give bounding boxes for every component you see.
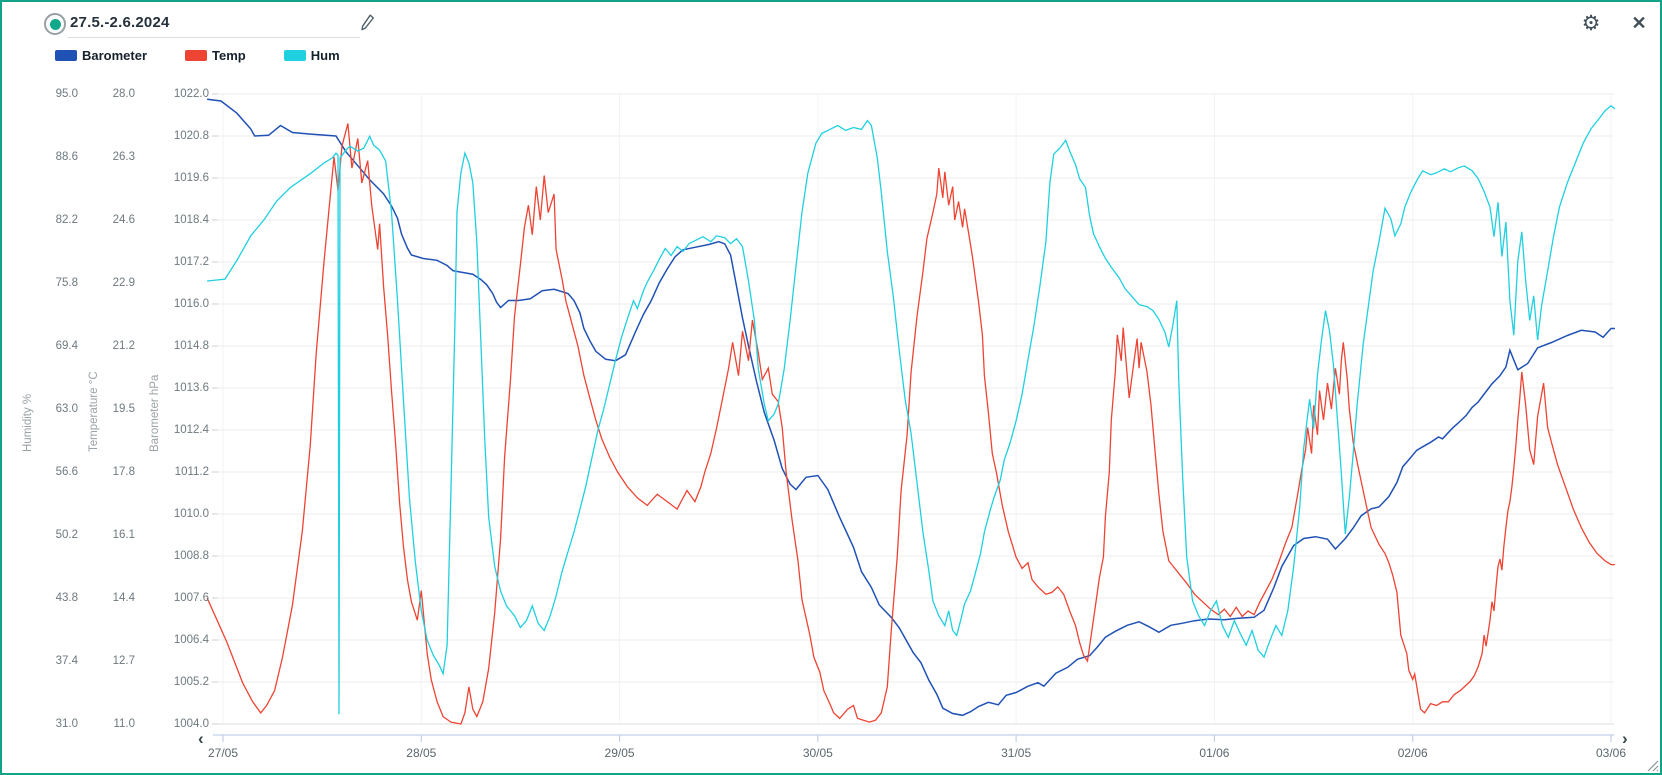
hum-tick-label: 82.2 — [55, 214, 78, 226]
scroll-left-chevron-icon[interactable]: ‹ — [198, 729, 204, 748]
baro-tick-label: 1006.4 — [173, 634, 209, 646]
baro-tick-label: 1012.4 — [173, 424, 209, 436]
baro-tick-label: 1008.8 — [173, 550, 209, 562]
x-tick-label: 28/05 — [406, 746, 437, 760]
legend-item-temp[interactable]: Temp — [185, 48, 246, 63]
legend-item-barometer[interactable]: Barometer — [55, 48, 147, 63]
temp-tick-label: 21.2 — [112, 340, 135, 352]
x-tick-label: 03/06 — [1595, 746, 1627, 760]
date-range-value: 27.5.-2.6.2024 — [70, 14, 170, 31]
legend-swatch — [283, 50, 306, 61]
temp-tick-label: 14.4 — [112, 592, 135, 604]
x-tick-label: 30/05 — [802, 746, 833, 760]
legend-item-hum[interactable]: Hum — [283, 48, 340, 63]
legend-swatch — [185, 50, 208, 61]
hum-tick-label: 95.0 — [55, 88, 78, 100]
hum-tick-label: 50.2 — [55, 529, 78, 541]
hum-tick-label: 69.4 — [55, 340, 78, 352]
temp-tick-label: 12.7 — [112, 655, 135, 667]
baro-tick-label: 1010.0 — [173, 508, 209, 520]
hum-tick-label: 56.6 — [55, 466, 78, 478]
temp-tick-label: 26.3 — [112, 151, 135, 163]
edit-icon[interactable] — [359, 13, 377, 33]
baro-tick-label: 1005.2 — [173, 676, 209, 688]
baro-tick-label: 1018.4 — [173, 214, 209, 226]
temp-tick-label: 11.0 — [113, 718, 135, 730]
active-radio-indicator[interactable] — [44, 13, 66, 35]
baro-tick-label: 1016.0 — [173, 298, 209, 310]
temp-tick-label: 28.0 — [112, 88, 135, 100]
axis-title-hum: Humidity % — [22, 393, 34, 452]
temp-tick-label: 24.6 — [112, 214, 135, 226]
close-icon[interactable]: ✕ — [1631, 12, 1647, 33]
settings-gear-icon[interactable]: ⚙ — [1581, 11, 1601, 35]
date-range-input[interactable]: 27.5.-2.6.2024 — [68, 10, 360, 38]
legend: Barometer Temp Hum — [55, 48, 340, 63]
baro-tick-label: 1011.2 — [174, 466, 209, 478]
x-tick-label: 29/05 — [604, 746, 635, 760]
hum-tick-label: 88.6 — [55, 151, 78, 163]
x-tick-label: 02/06 — [1397, 746, 1428, 760]
scroll-right-chevron-icon[interactable]: › — [1622, 729, 1628, 748]
hum-tick-label: 43.8 — [55, 592, 78, 604]
baro-tick-label: 1007.6 — [173, 592, 209, 604]
baro-tick-label: 1020.8 — [173, 130, 209, 142]
baro-tick-label: 1013.6 — [173, 382, 209, 394]
hum-tick-label: 63.0 — [55, 403, 78, 415]
baro-tick-label: 1019.6 — [173, 172, 209, 184]
series-line-temp — [206, 123, 1615, 725]
x-tick-label: 31/05 — [1001, 746, 1032, 760]
hum-tick-label: 37.4 — [55, 655, 78, 667]
baro-tick-label: 1022.0 — [173, 88, 209, 100]
radio-dot — [49, 18, 61, 30]
legend-label: Barometer — [82, 48, 148, 63]
temp-tick-label: 16.1 — [112, 529, 135, 541]
temp-tick-label: 19.5 — [112, 403, 135, 415]
x-tick-label: 27/05 — [207, 746, 239, 760]
temp-tick-label: 17.8 — [112, 466, 135, 478]
hum-tick-label: 31.0 — [55, 718, 78, 730]
hum-tick-label: 75.8 — [55, 277, 78, 289]
baro-tick-label: 1004.0 — [173, 718, 209, 730]
axis-title-baro: Barometer hPa — [149, 374, 161, 452]
legend-label: Temp — [212, 48, 246, 63]
baro-tick-label: 1017.2 — [173, 256, 209, 268]
baro-tick-label: 1014.8 — [173, 340, 209, 352]
resize-handle[interactable] — [1645, 758, 1660, 772]
x-tick-label: 01/06 — [1199, 746, 1230, 760]
series-line-barometer — [207, 98, 1615, 717]
series-line-hum — [207, 104, 1616, 715]
legend-swatch — [55, 50, 77, 61]
legend-label: Hum — [310, 48, 340, 63]
axis-title-temp: Temperature °C — [88, 371, 100, 452]
temp-tick-label: 22.9 — [112, 277, 135, 289]
